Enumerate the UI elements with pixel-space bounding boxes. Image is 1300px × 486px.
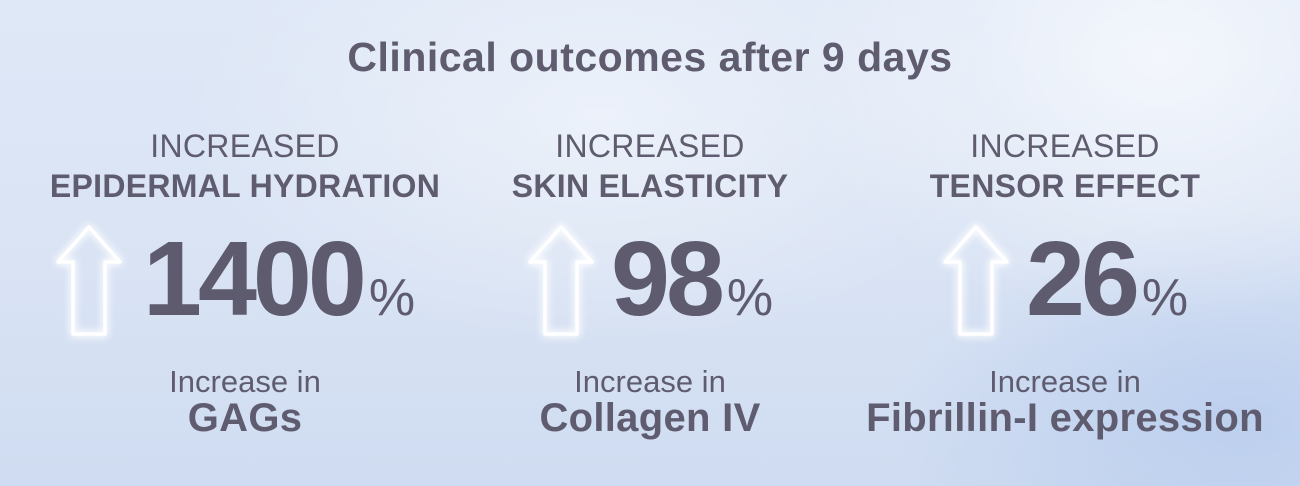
stat-card-skin-elasticity: INCREASED SKIN ELASTICITY 98% Increase i… [455, 0, 845, 486]
stat-heading-top: INCREASED [150, 128, 340, 164]
stat-heading-top: INCREASED [555, 128, 745, 164]
stat-sub-top: Increase in [574, 364, 726, 399]
stat-heading-top: INCREASED [970, 128, 1160, 164]
stat-unit: % [1141, 269, 1189, 327]
up-arrow-icon [53, 222, 125, 340]
up-arrow-icon [940, 222, 1012, 340]
stat-heading-bold: SKIN ELASTICITY [511, 168, 789, 204]
stat-card-epidermal-hydration: INCREASED EPIDERMAL HYDRATION 1400% Incr… [25, 0, 465, 486]
stat-value: 26% [1026, 220, 1189, 338]
stat-unit: % [368, 269, 416, 327]
stat-sub-top: Increase in [989, 364, 1141, 399]
stat-sub-bold: GAGs [187, 396, 303, 440]
stat-value: 1400% [143, 220, 416, 338]
stat-heading-bold: EPIDERMAL HYDRATION [49, 168, 441, 204]
stat-sub-bold: Collagen IV [539, 396, 761, 440]
stat-card-tensor-effect: INCREASED TENSOR EFFECT 26% Increase in … [860, 0, 1270, 486]
up-arrow-icon [525, 222, 597, 340]
stat-sub-bold: Fibrillin-I expression [866, 396, 1264, 440]
stat-heading-bold: TENSOR EFFECT [929, 168, 1201, 204]
page-title: Clinical outcomes after 9 days [347, 34, 953, 80]
stat-unit: % [726, 269, 774, 327]
stat-sub-top: Increase in [169, 364, 321, 399]
stat-value: 98% [611, 220, 774, 338]
